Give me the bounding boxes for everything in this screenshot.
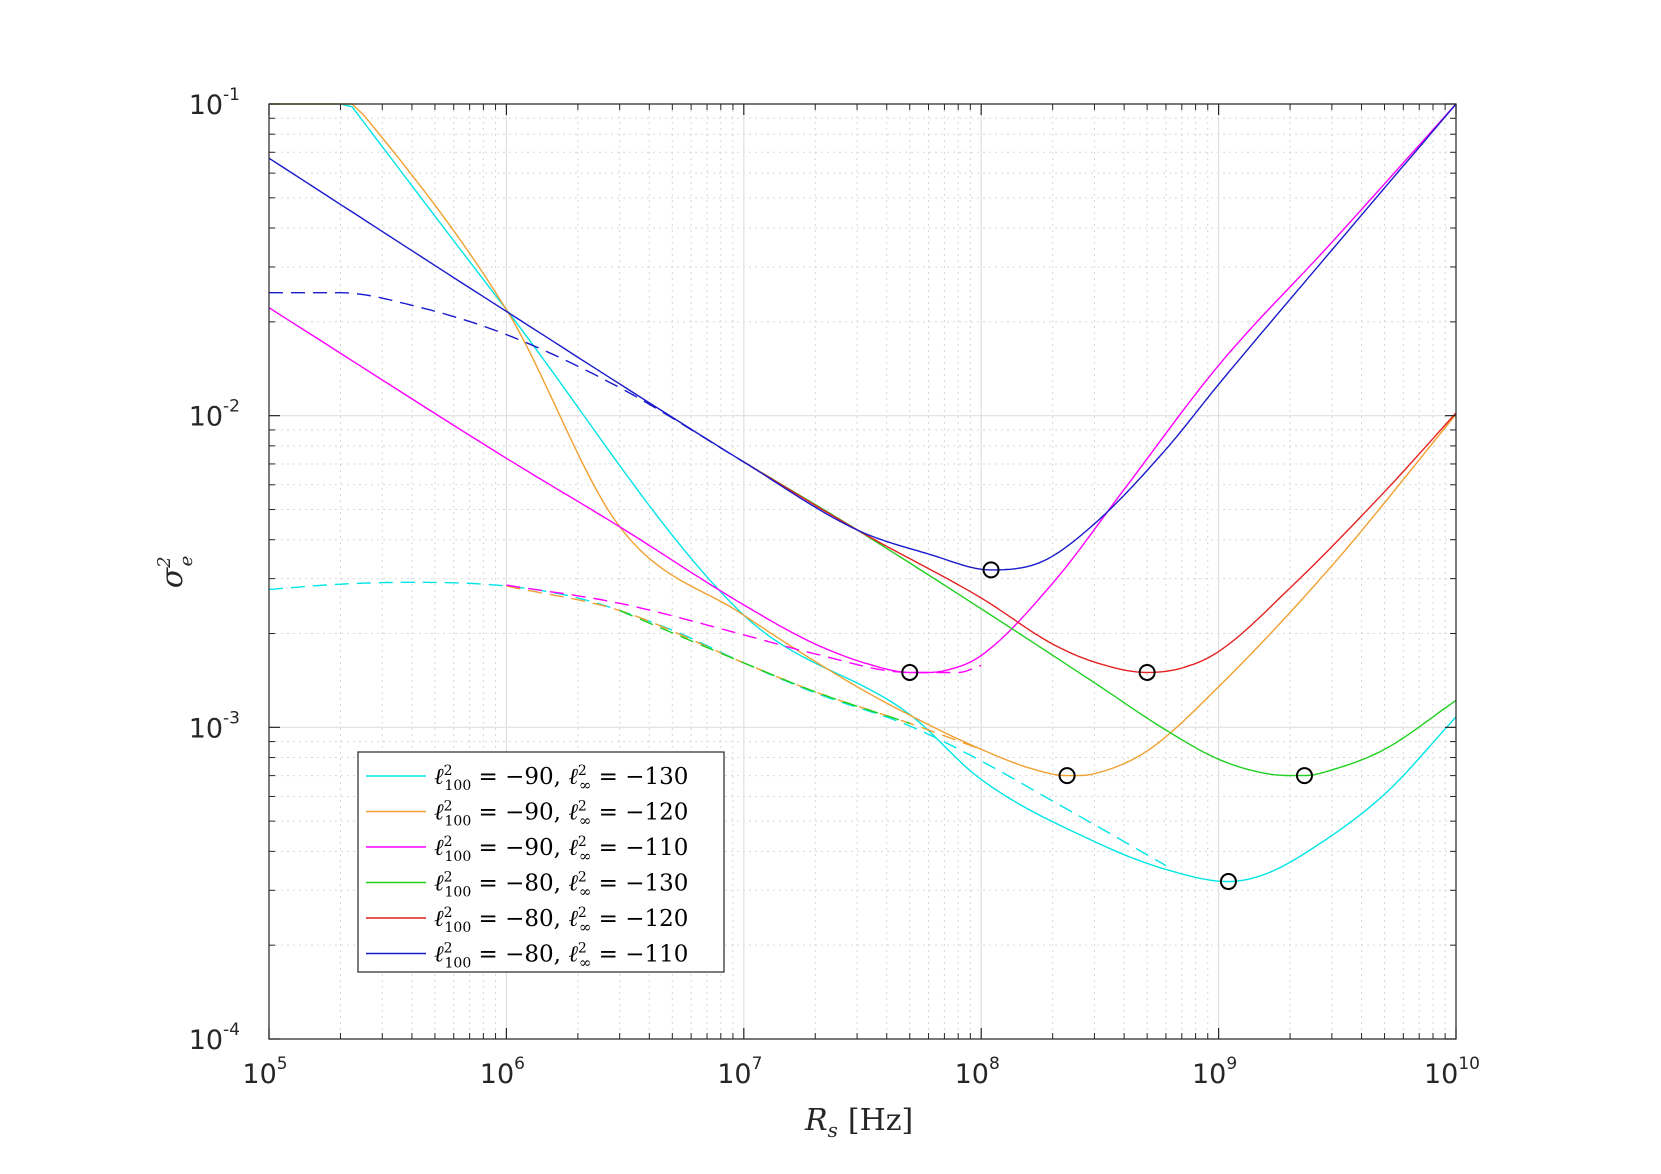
series-5-solid-line [743,412,1457,674]
x-axis-label: Rs [Hz] [804,1103,913,1142]
series-2-dashed-line [506,585,982,750]
x-tick-label: 107 [717,1054,762,1090]
plot-frame [268,103,1457,1040]
series-6-solid-line [268,103,1457,571]
minimum-markers [901,561,1313,891]
y-tick-label: 10-1 [189,85,240,121]
legend: ℓ2 100 = −90, ℓ2 ∞ = −130 ℓ2 100 = −90, ℓ2 ∞ … [357,751,725,973]
series-4-solid-line [743,461,1457,777]
series-1-minimum-marker [1219,873,1237,891]
tick-marks [268,103,1457,1040]
legend-label-3: ℓ2 100 = −90, ℓ2 ∞ = −110 [434,834,688,865]
y-axis-label-sub: e [176,556,197,567]
legend-label-6: ℓ2 100 = −80, ℓ2 ∞ = −110 [434,941,688,972]
series-6-minimum-marker [982,561,1000,579]
series-1-solid-line [269,103,1457,883]
legend-box [357,751,725,973]
series-4-dashed-line [619,609,910,724]
series-3-solid-line [268,103,1457,674]
x-tick-label: 108 [955,1054,1000,1090]
legend-label-1: ℓ2 100 = −90, ℓ2 ∞ = −130 [434,763,688,794]
series-3-minimum-marker [901,663,919,681]
x-axis-label-sub: s [828,1118,838,1142]
x-tick-label: 106 [480,1054,525,1090]
x-tick-label: 105 [242,1054,287,1090]
svg-text:σ2e: σ2e [154,556,197,589]
y-axis-label-var: σ [155,566,190,588]
y-tick-label: 10-2 [189,397,240,433]
x-tick-label: 109 [1192,1054,1237,1090]
series-4-minimum-marker [1295,767,1313,785]
legend-label-4: ℓ2 100 = −80, ℓ2 ∞ = −130 [434,870,688,901]
x-tick-labels: 105 106 107 108 109 1010 [242,1054,1480,1090]
y-tick-label: 10-3 [189,708,240,744]
legend-label-2: ℓ2 100 = −90, ℓ2 ∞ = −120 [434,799,688,830]
series-2-minimum-marker [1058,767,1076,785]
x-axis-label-var: R [804,1103,828,1138]
y-axis-label: σ2e [154,556,197,589]
y-axis-label-sup: 2 [154,556,175,568]
svg-text:Rs[Hz]: Rs [Hz] [804,1103,913,1142]
series-5-minimum-marker [1138,663,1156,681]
series-3-dashed-line [506,584,982,674]
x-tick-label: 1010 [1424,1054,1480,1090]
x-axis-label-unit: [Hz] [848,1103,913,1138]
y-tick-labels: 10-4 10-3 10-2 10-1 [189,85,240,1056]
legend-label-5: ℓ2 100 = −80, ℓ2 ∞ = −120 [434,905,688,936]
series-layer [268,103,1457,883]
y-tick-label: 10-4 [189,1020,240,1056]
series-2-solid-line [269,103,1457,777]
